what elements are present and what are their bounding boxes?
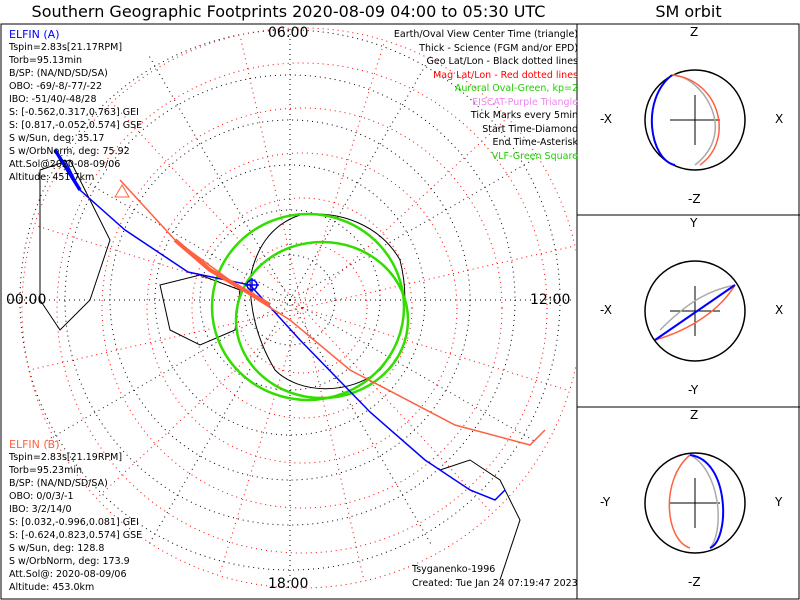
mag-lon-line — [301, 40, 386, 309]
legend-item: Mag Lat/Lon - Red dotted lines — [433, 69, 578, 81]
created-timestamp: Created: Tue Jan 24 07:19:47 2023 — [412, 578, 578, 589]
elfin-b-info-line: IBO: 3/2/14/0 — [9, 504, 72, 515]
elfin-b-info-line: OBO: 0/0/3/-1 — [9, 491, 74, 502]
sm-axis-label-right: X — [775, 112, 784, 126]
mag-lat-circle — [56, 62, 548, 554]
elfin-b-info-line: Altitude: 453.0km — [9, 582, 95, 593]
model-credit: Tsyganenko-1996 — [412, 564, 496, 575]
sm-frame — [576, 23, 800, 600]
legend-item: Auroral Oval-Green, kp=2 — [454, 83, 578, 94]
elfin-b-info: ELFIN (B) Tspin=2.83s[21.19RPM] Torb=95.2… — [9, 438, 142, 594]
elfin-a-orbit — [689, 454, 725, 549]
mag-lon-line — [111, 102, 303, 309]
legend-item: End Time-Asterisk — [492, 137, 578, 148]
sm-axis-label-left: -X — [600, 303, 612, 317]
auroral-oval — [210, 212, 410, 402]
elfin-a-footpoint-marker — [245, 278, 259, 292]
elfin-a-info-line: B/SP: (NA/ND/SD/SA) — [9, 68, 108, 79]
elfin-a-science — [53, 149, 82, 191]
elfin-a-orbit — [654, 284, 736, 341]
elfin-a-info-line: Att.Sol@2020-08-09/06 — [9, 159, 121, 170]
elfin-b-info-line: Att.Sol@: 2020-08-09/06 — [9, 569, 127, 580]
sm-axis-label-top: Z — [690, 25, 699, 39]
sm-orbit-title: SM orbit — [655, 2, 722, 21]
legend-item: Geo Lat/Lon - Black dotted lines — [426, 56, 578, 67]
elfin-b-orbit — [671, 74, 720, 166]
mag-lat-circle — [146, 152, 458, 464]
mag-lon-line — [301, 117, 508, 309]
elfin-b-center-triangle — [114, 184, 130, 198]
elfin-a-info-line: S: [0.817,-0.052,0.574] GSE — [9, 120, 143, 131]
mag-lat-circle — [191, 197, 413, 419]
elfin-a-track — [64, 159, 506, 501]
orbit-path-gray — [659, 284, 736, 331]
elfin-a-orbit — [650, 74, 676, 166]
sm-axis-label-top: Z — [690, 408, 699, 422]
mag-lon-line — [96, 307, 303, 499]
sm-axis-label-right: Y — [775, 495, 783, 509]
sm-axis-label-bottom: -Z — [688, 192, 701, 206]
orbit-path-gray — [689, 454, 719, 549]
geo-lon-line — [289, 157, 538, 301]
elfin-b-orbit — [668, 454, 691, 549]
sm-axis-label-left: -Y — [600, 495, 611, 509]
time-label-bottom: 18:00 — [268, 576, 309, 592]
earth-circle — [644, 260, 746, 362]
mag-lat-circle — [101, 107, 503, 509]
mag-lon-line — [239, 34, 303, 309]
elfin-b-name: ELFIN (B) — [9, 438, 60, 451]
elfin-a-info-line: Torb=95.13min — [9, 55, 83, 66]
lat-lon-grid — [5, 25, 576, 589]
geo-lon-line — [147, 52, 291, 301]
elfin-a-info: ELFIN (A) Tspin=2.83s[21.17RPM] Torb=95.1… — [9, 28, 142, 184]
legend-item: Thick - Science (FGM and/or EPD) — [419, 42, 578, 54]
mag-lon-line — [301, 307, 365, 582]
elfin-b-info-line: B/SP: (NA/ND/SD/SA) — [9, 478, 108, 489]
mag-lon-line — [301, 245, 576, 309]
mag-lon-line — [218, 307, 303, 576]
legend-item: Tick Marks every 5min — [470, 110, 578, 121]
mag-lon-line — [28, 307, 303, 371]
sm-axis-label-top: Y — [690, 216, 698, 230]
time-label-top: 06:00 — [268, 25, 309, 41]
elfin-b-science — [173, 238, 272, 307]
geo-lon-line — [42, 299, 291, 443]
sm-axis-label-right: X — [775, 303, 784, 317]
mag-lon-line — [301, 307, 570, 392]
elfin-a-info-line: S w/OrbNorm, deg: 75.92 — [9, 146, 130, 157]
elfin-a-info-line: IBO: -51/40/-48/28 — [9, 94, 97, 105]
elfin-b-track — [119, 179, 546, 446]
mag-lon-line — [34, 224, 303, 309]
elfin-a-info-line: OBO: -69/-8/-77/-22 — [9, 81, 102, 92]
elfin-b-info-line: Tspin=2.83s[21.19RPM] — [9, 452, 123, 463]
elfin-a-info-line: Altitude: 451.7km — [9, 172, 95, 183]
plot-title: Southern Geographic Footprints 2020-08-0… — [31, 2, 546, 21]
mag-lon-line — [301, 307, 493, 514]
earth-circle — [644, 69, 746, 171]
geo-lon-line — [289, 299, 538, 443]
elfin-a-info-line: S w/Sun, deg: 35.17 — [9, 133, 105, 144]
elfin-a-info-line: S: [-0.562,0.317,0.763] GEI — [9, 107, 139, 118]
elfin-b-info-line: S w/Sun, deg: 128.8 — [9, 543, 105, 554]
elfin-a-info-line: Tspin=2.83s[21.17RPM] — [9, 42, 123, 53]
elfin-b-orbit — [654, 284, 736, 341]
elfin-b-info-line: S: [-0.624,0.823,0.574] GSE — [9, 530, 143, 541]
time-label-left: 00:00 — [6, 292, 47, 308]
sm-axis-label-bottom: -Y — [688, 383, 699, 397]
elfin-b-info-line: S: [0.032,-0.996,0.081] GEI — [9, 517, 139, 528]
sm-axis-label-bottom: -Z — [688, 575, 701, 589]
sm-axis-label-left: -X — [600, 112, 612, 126]
earth-circle — [644, 452, 746, 554]
elfin-a-name: ELFIN (A) — [9, 28, 60, 41]
legend-item: Earth/Oval View Center Time (triangle) — [393, 29, 578, 40]
legend-item: VLF-Green Square — [491, 150, 578, 162]
legend: Earth/Oval View Center Time (triangle) Th… — [394, 28, 578, 163]
elfin-b-info-line: S w/OrbNorm, deg: 173.9 — [9, 556, 130, 567]
time-label-right: 12:00 — [530, 292, 571, 308]
legend-item: EISCAT-Purple Triangle — [472, 96, 578, 108]
legend-item: Start Time-Diamond — [482, 123, 578, 135]
sm-orbit-plots — [644, 69, 746, 554]
elfin-b-info-line: Torb=95.23min — [9, 465, 83, 476]
